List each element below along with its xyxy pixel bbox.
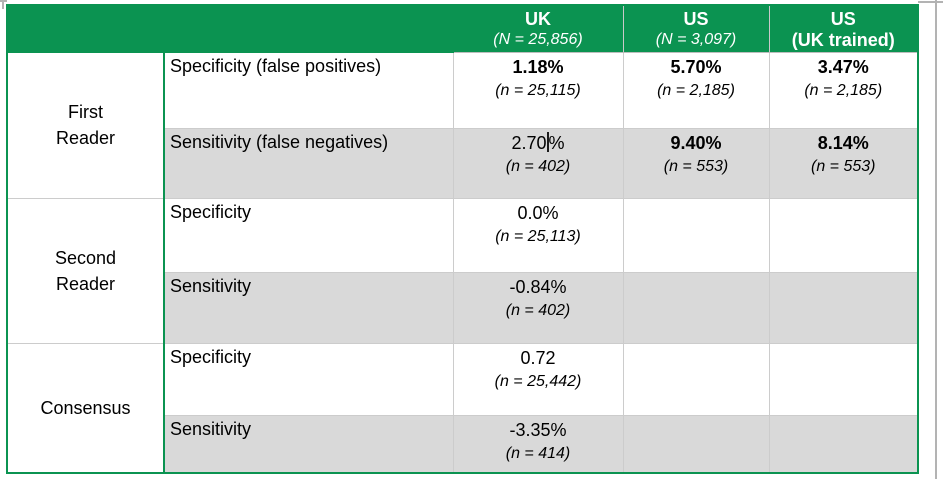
metric-cell[interactable]: Sensitivity (false negatives) — [163, 127, 454, 199]
value-cell-uk[interactable]: -3.35% (n = 414) — [452, 414, 624, 474]
table-row: Second Reader Specificity 0.0% (n = 25,1… — [6, 197, 919, 344]
sample-size-text: (n = 25,113) — [495, 227, 581, 245]
value-text: 1.18% — [512, 56, 564, 77]
results-table[interactable]: UK (N = 25,856) US (N = 3,097) US (UK tr… — [6, 4, 919, 474]
value-cell-us-uk[interactable] — [768, 197, 919, 273]
header-blank-metric[interactable] — [163, 4, 454, 53]
header-blank-group[interactable] — [6, 4, 165, 53]
value-cell-uk[interactable]: 0.0% (n = 25,113) — [452, 197, 624, 273]
value-cell-us[interactable] — [622, 414, 770, 474]
table-row: Sensitivity -0.84% (n = 402) — [7, 271, 919, 344]
value-cell-us-uk[interactable]: 8.14% (n = 553) — [768, 127, 919, 199]
value-cell-us[interactable] — [622, 271, 770, 344]
value-cell-us-uk[interactable] — [768, 342, 919, 416]
col-header-us-subtitle: (N = 3,097) — [655, 30, 737, 48]
col-header-us[interactable]: US (N = 3,097) — [622, 4, 770, 53]
table-row: First Reader Specificity (false positive… — [6, 51, 919, 199]
value-text: -3.35% — [509, 419, 567, 440]
slide-edge-right — [935, 0, 937, 479]
value-cell-us[interactable] — [622, 342, 770, 416]
sample-size-text: (n = 402) — [505, 301, 571, 319]
value-text: -0.84% — [509, 276, 567, 297]
col-header-us-uk-trained[interactable]: US (UK trained) — [768, 4, 919, 53]
metric-cell[interactable]: Sensitivity — [163, 414, 454, 474]
header-row: UK (N = 25,856) US (N = 3,097) US (UK tr… — [6, 4, 919, 53]
metric-cell[interactable]: Specificity (false positives) — [163, 51, 454, 129]
col-header-us-uk-title: US — [830, 8, 856, 29]
sample-size-text: (n = 25,115) — [495, 81, 581, 99]
col-header-uk-title: UK — [525, 8, 551, 29]
value-text: 9.40% — [670, 132, 722, 153]
metric-cell[interactable]: Specificity — [163, 197, 454, 273]
value-cell-us-uk[interactable] — [768, 271, 919, 344]
sample-size-text: (n = 553) — [811, 157, 876, 175]
value-text: 8.14% — [817, 132, 869, 153]
table-row: Consensus Specificity 0.72 (n = 25,442) — [6, 342, 919, 474]
col-header-uk-subtitle: (N = 25,856) — [493, 30, 583, 48]
metric-cell[interactable]: Specificity — [163, 342, 454, 416]
value-text: 2.70 — [511, 132, 547, 153]
group-cell-first-reader[interactable]: First Reader — [6, 51, 165, 199]
value-text: 3.47% — [817, 56, 869, 77]
text-caret — [546, 131, 549, 152]
value-cell-uk[interactable]: -0.84% (n = 402) — [452, 271, 624, 344]
sample-size-text: (n = 553) — [663, 157, 729, 175]
metric-cell[interactable]: Sensitivity — [163, 271, 454, 344]
sample-size-text: (n = 25,442) — [494, 372, 582, 390]
value-text-with-caret: 2.70% — [454, 131, 622, 155]
col-header-us-title: US — [683, 8, 709, 29]
value-cell-uk[interactable]: 2.70% (n = 402) — [452, 127, 624, 199]
table-row: Sensitivity (false negatives) 2.70% (n =… — [7, 127, 919, 199]
value-cell-us-uk[interactable] — [768, 414, 919, 474]
slide-edge-left — [2, 0, 4, 9]
col-header-uk[interactable]: UK (N = 25,856) — [452, 4, 624, 53]
sample-size-text: (n = 2,185) — [657, 81, 735, 99]
value-cell-us[interactable] — [622, 197, 770, 273]
value-text: 0.0% — [517, 202, 559, 223]
value-text: 0.72 — [520, 347, 556, 368]
sample-size-text: (n = 402) — [505, 157, 571, 175]
slide-edge-top-right — [918, 1, 943, 3]
value-cell-uk[interactable]: 1.18% (n = 25,115) — [452, 51, 624, 129]
value-cell-us[interactable]: 5.70% (n = 2,185) — [622, 51, 770, 129]
group-cell-consensus[interactable]: Consensus — [6, 342, 165, 474]
group-cell-second-reader[interactable]: Second Reader — [6, 197, 165, 344]
sample-size-text: (n = 2,185) — [804, 81, 883, 99]
col-header-us-uk-subtitle: (UK trained) — [791, 29, 895, 50]
value-cell-us[interactable]: 9.40% (n = 553) — [622, 127, 770, 199]
value-cell-us-uk[interactable]: 3.47% (n = 2,185) — [768, 51, 919, 129]
table-row: Sensitivity -3.35% (n = 414) — [7, 414, 919, 474]
sample-size-text: (n = 414) — [505, 444, 571, 462]
value-text-suffix: % — [548, 132, 565, 153]
value-cell-uk[interactable]: 0.72 (n = 25,442) — [452, 342, 624, 416]
value-text: 5.70% — [670, 56, 722, 77]
